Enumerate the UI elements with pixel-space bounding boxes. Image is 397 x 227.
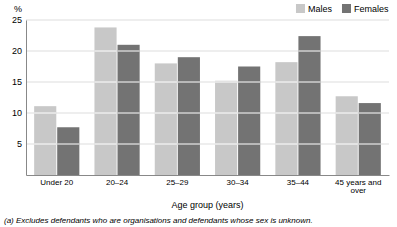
grid-line [26,144,389,145]
bar [118,45,140,175]
bar-divider [275,82,297,83]
bar-divider [94,144,116,145]
tick: 5 [17,139,26,149]
bar-divider [34,144,56,145]
bar-divider [178,144,200,145]
bar-divider [298,51,320,52]
tick: 25 [12,15,26,25]
bars [34,27,381,175]
tick-label: 15 [12,77,22,87]
footnote: (a) Excludes defendants who are organisa… [4,216,313,225]
bar-divider [118,113,140,114]
bar-divider [94,113,116,114]
bar-divider [336,144,358,145]
tick: 20 [12,46,26,56]
bar-divider [275,144,297,145]
y-axis: 5 10 15 20 25 [12,15,27,175]
bar-divider [359,113,381,114]
bar-divider [215,144,237,145]
tick: 20–24 [106,175,129,187]
bar-divider [57,144,79,145]
bar-divider [215,82,237,83]
legend-swatch [342,4,351,13]
tick: 10 [12,108,26,118]
bar [238,67,260,176]
bar [34,106,56,175]
bar-divider [336,113,358,114]
bar [215,81,237,175]
grid-line [26,20,389,21]
tick-label: 25 [12,15,22,25]
bar-divider [238,113,260,114]
bar [155,63,177,175]
axis-line [27,175,390,176]
legend-label: Males [308,4,333,14]
tick: Under 20 [40,175,73,187]
legend: Males Females [296,4,389,14]
bar [336,96,358,175]
series [34,27,358,175]
x-axis-title: Age group (years) [171,200,243,210]
bar-divider [215,113,237,114]
bar-divider [118,51,140,52]
bar [298,36,320,175]
y-axis-title: % [14,4,22,14]
bar-divider [118,82,140,83]
grid-line [26,82,389,83]
plot: Under 20 20–24 25–29 30–34 35–44 45 years and… [12,15,390,195]
tick: 25–29 [166,175,189,187]
tick-label: 20 [12,46,22,56]
bar-divider [94,82,116,83]
tick: 15 [12,77,26,87]
legend-label: Females [354,4,389,14]
bar-divider [155,113,177,114]
tick: 45 years andover [335,175,381,195]
series [57,36,381,175]
bar-divider [275,113,297,114]
tick-label: 20–24 [106,178,129,187]
bar-divider [155,144,177,145]
x-axis: Under 20 20–24 25–29 30–34 35–44 45 years and… [27,175,390,195]
tick-label: 10 [12,108,22,118]
grid-line [26,113,389,114]
bar-divider [155,82,177,83]
bar [94,27,116,175]
tick-label: 25–29 [166,178,189,187]
bar-divider [94,51,116,52]
tick: 35–44 [287,175,310,187]
grid [26,20,389,144]
tick-label: 45 years andover [335,178,381,196]
grid-line [26,51,389,52]
bar-divider [298,113,320,114]
tick-label: 30–34 [227,178,250,187]
tick: 30–34 [227,175,250,187]
bar [359,103,381,175]
bar-divider [178,82,200,83]
bar-divider [118,144,140,145]
legend-swatch [296,4,305,13]
chart: Under 20 20–24 25–29 30–34 35–44 45 years and… [0,0,397,227]
tick-label: Under 20 [40,178,73,187]
bar [178,57,200,175]
bar-divider [238,82,260,83]
bar-divider [238,144,260,145]
bar-divider [298,82,320,83]
legend-item: Females [342,4,389,14]
tick-label: 5 [17,139,22,149]
tick-label: 35–44 [287,178,310,187]
bar [275,62,297,175]
bar-divider [178,113,200,114]
bar [57,127,79,175]
bar-divider [34,113,56,114]
axis-line [26,21,27,176]
bar-divider [298,144,320,145]
bar-divider [359,144,381,145]
legend-item: Males [296,4,333,14]
